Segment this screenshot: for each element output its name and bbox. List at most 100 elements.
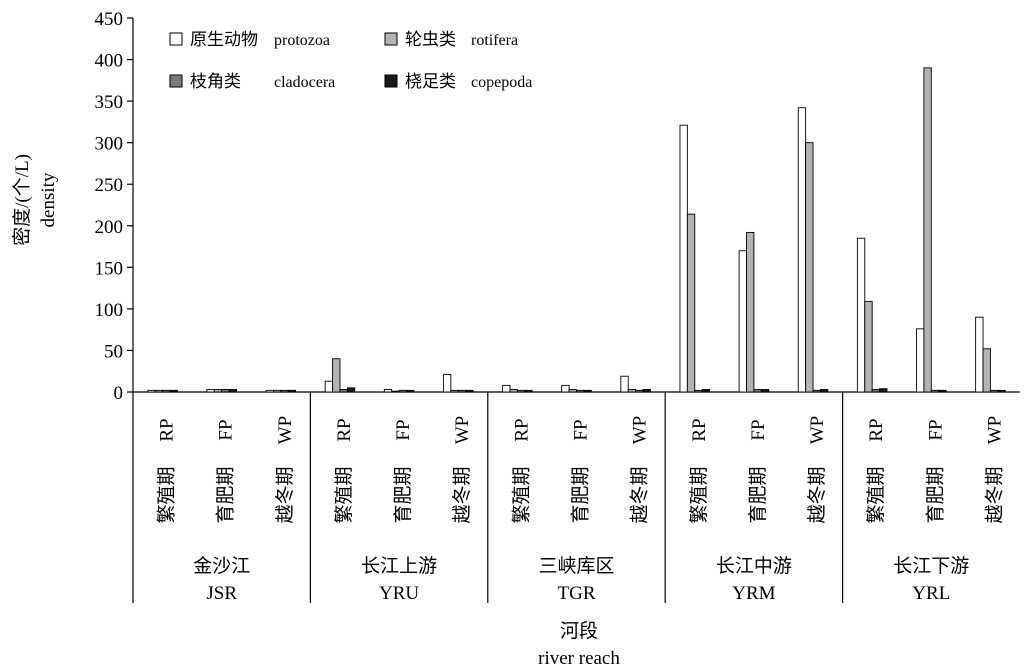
y-tick-label: 0 bbox=[114, 383, 124, 404]
bar-protozoa bbox=[502, 384, 511, 393]
bar-copepoda bbox=[879, 388, 888, 393]
period-code-label: FP bbox=[571, 419, 592, 440]
bar-copepoda bbox=[938, 389, 947, 393]
bar-copepoda bbox=[701, 389, 711, 393]
period-code-label: FP bbox=[748, 419, 769, 440]
bar-rotifera bbox=[627, 389, 637, 393]
group-label-en: TGR bbox=[558, 583, 596, 604]
bar-cladocera bbox=[398, 389, 407, 393]
bar-copepoda bbox=[583, 389, 592, 393]
bar-protozoa bbox=[324, 380, 334, 393]
bar-copepoda bbox=[287, 389, 297, 393]
bar-cladocera bbox=[812, 389, 821, 393]
y-tick-label: 250 bbox=[95, 175, 124, 196]
bar-copepoda bbox=[524, 389, 533, 393]
bar-cladocera bbox=[457, 389, 467, 393]
period-cn-label: 育肥期 bbox=[215, 466, 237, 523]
bar-protozoa bbox=[975, 316, 984, 393]
bar-rotifera bbox=[509, 389, 518, 393]
bar-protozoa bbox=[797, 107, 807, 393]
bar-copepoda bbox=[169, 389, 178, 393]
group-label-en: YRU bbox=[379, 583, 419, 604]
period-cn-label: 繁殖期 bbox=[865, 466, 887, 523]
y-tick-label: 150 bbox=[95, 258, 124, 279]
bar-protozoa bbox=[442, 374, 452, 393]
bar-rotifera bbox=[450, 389, 459, 393]
y-tick-label: 300 bbox=[95, 134, 124, 155]
period-cn-label: 繁殖期 bbox=[510, 466, 532, 523]
y-tick-label: 50 bbox=[104, 341, 123, 362]
period-cn-label: 育肥期 bbox=[747, 466, 769, 523]
bar-protozoa bbox=[916, 328, 925, 393]
bar-copepoda bbox=[819, 389, 829, 393]
legend-item-cladocera: 枝角类 cladocera bbox=[169, 72, 335, 91]
group-label-en: JSR bbox=[206, 583, 237, 604]
bar-protozoa bbox=[206, 389, 215, 393]
group-label-en: YRL bbox=[912, 583, 950, 604]
y-axis-label-cn: 密度/(个/L) bbox=[11, 154, 33, 246]
period-code-label: FP bbox=[925, 419, 946, 440]
bar-rotifera bbox=[332, 358, 341, 393]
legend: 原生动物 protozoa 轮虫类 rotifera 枝角类 cladocera 桡足类 co… bbox=[169, 30, 532, 91]
bar-rotifera bbox=[213, 389, 223, 393]
legend-label-en: rotifera bbox=[471, 32, 518, 49]
y-tick-label: 200 bbox=[95, 217, 124, 238]
bar-rotifera bbox=[391, 390, 400, 393]
period-code-label: RP bbox=[689, 418, 710, 441]
period-cn-label: 越冬期 bbox=[451, 466, 473, 523]
bar-copepoda bbox=[346, 387, 356, 393]
bar-protozoa bbox=[383, 389, 393, 393]
bar-cladocera bbox=[930, 389, 940, 393]
legend-item-copepoda: 桡足类 copepoda bbox=[384, 72, 532, 91]
group-label-cn: 长江中游 bbox=[716, 555, 792, 577]
period-cn-label: 越冬期 bbox=[806, 466, 828, 523]
y-tick-label: 350 bbox=[95, 92, 124, 113]
period-code-label: RP bbox=[511, 418, 532, 441]
bar-cladocera bbox=[576, 389, 585, 393]
legend-label-cn: 轮虫类 bbox=[405, 30, 456, 49]
x-axis-label-en: river reach bbox=[538, 648, 620, 669]
period-code-label: RP bbox=[157, 418, 178, 441]
period-cn-label: 育肥期 bbox=[392, 466, 414, 523]
bar-protozoa bbox=[679, 124, 688, 393]
bar-cladocera bbox=[339, 389, 348, 393]
period-code-label: FP bbox=[393, 419, 414, 440]
bar-protozoa bbox=[265, 389, 274, 393]
legend-label-cn: 原生动物 bbox=[190, 30, 258, 49]
bar-copepoda bbox=[406, 389, 415, 393]
bar-cladocera bbox=[871, 389, 881, 393]
bar-cladocera bbox=[516, 389, 526, 393]
bar-cladocera bbox=[162, 389, 171, 393]
bar-cladocera bbox=[635, 389, 644, 393]
period-cn-label: 越冬期 bbox=[983, 466, 1005, 523]
bar-protozoa bbox=[738, 250, 747, 393]
bar-protozoa bbox=[620, 375, 629, 393]
bar-protozoa bbox=[856, 237, 866, 393]
bar-rotifera bbox=[982, 348, 991, 393]
period-cn-label: 育肥期 bbox=[924, 466, 946, 523]
legend-swatch bbox=[169, 32, 183, 46]
period-cn-label: 繁殖期 bbox=[156, 466, 178, 523]
group-label-cn: 长江下游 bbox=[893, 555, 969, 577]
legend-label-en: cladocera bbox=[274, 74, 335, 91]
legend-item-protozoa: 原生动物 protozoa bbox=[169, 30, 330, 49]
y-tick-label: 100 bbox=[95, 300, 124, 321]
period-cn-label: 育肥期 bbox=[570, 466, 592, 523]
y-tick-label: 450 bbox=[95, 9, 124, 30]
period-cn-label: 繁殖期 bbox=[688, 466, 710, 523]
period-code-label: WP bbox=[452, 416, 473, 445]
bar-copepoda bbox=[228, 389, 237, 393]
period-code-label: RP bbox=[866, 418, 887, 441]
bar-rotifera bbox=[746, 231, 755, 393]
group-label-en: YRM bbox=[732, 583, 775, 604]
legend-label-cn: 枝角类 bbox=[190, 72, 241, 91]
bar-cladocera bbox=[280, 389, 289, 393]
x-axis-label-cn: 河段 bbox=[560, 620, 598, 642]
period-code-label: WP bbox=[275, 416, 296, 445]
legend-swatch bbox=[384, 74, 398, 88]
group-label-cn: 长江上游 bbox=[361, 555, 437, 577]
y-tick-label: 400 bbox=[95, 51, 124, 72]
group-label-cn: 三峡库区 bbox=[538, 555, 614, 577]
period-cn-label: 越冬期 bbox=[629, 466, 651, 523]
